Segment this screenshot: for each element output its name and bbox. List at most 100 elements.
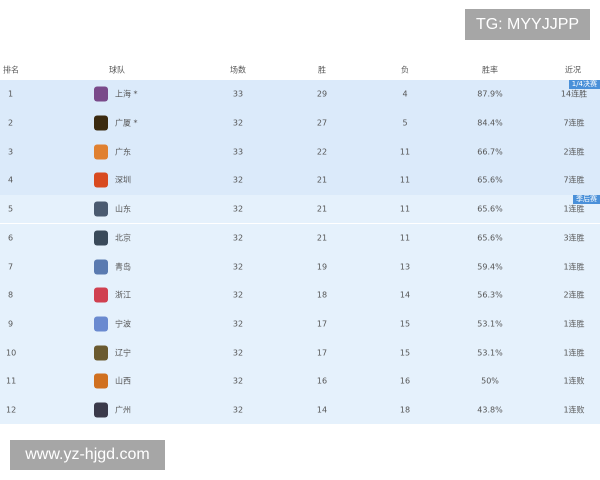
status-badge: 季后赛 [573,194,600,204]
win-pct: 53.1% [477,348,503,358]
streak: 7连胜 [563,175,585,185]
team-name[interactable]: 浙江 [115,290,131,300]
team-name[interactable]: 上海 * [115,89,138,99]
table-row[interactable]: 10 辽宁 32 17 15 53.1% 1连胜 [0,338,600,367]
games: 32 [232,348,244,358]
team-name[interactable]: 广东 [115,147,131,157]
wins: 16 [316,376,328,386]
wins: 21 [316,204,328,214]
table-row[interactable]: 3 广东 33 22 11 66.7% 2连胜 [0,137,600,167]
losses: 16 [399,376,411,386]
streak: 7连胜 [563,118,585,128]
losses: 13 [399,262,411,272]
rank: 7 [8,262,14,272]
streak: 1连胜 [563,348,585,358]
wins: 29 [316,89,328,99]
header-streak: 近况 [565,65,581,75]
watermark-bottom: www.yz-hjgd.com [10,440,165,470]
table-row[interactable]: 5 山东 32 21 11 65.6% 1连胜 季后赛 [0,194,600,224]
team-logo-icon [94,345,108,361]
wins: 14 [316,405,328,415]
win-pct: 66.7% [477,147,503,157]
team-logo-icon [94,172,108,188]
losses: 5 [402,118,408,128]
games: 33 [232,147,244,157]
wins: 22 [316,147,328,157]
team-logo-icon [94,230,108,246]
losses: 14 [399,290,411,300]
team-name[interactable]: 山东 [115,204,131,214]
games: 32 [232,319,244,329]
losses: 11 [399,175,411,185]
status-badge: 1/4决赛 [568,80,600,89]
header-team: 球队 [109,65,125,75]
team-name[interactable]: 广厦 * [115,118,138,128]
losses: 11 [399,233,411,243]
table-row[interactable]: 8 浙江 32 18 14 56.3% 2连胜 [0,280,600,310]
games: 32 [232,175,244,185]
team-name[interactable]: 辽宁 [115,348,131,358]
games: 32 [232,262,244,272]
rank: 8 [8,290,14,300]
team-name[interactable]: 深圳 [115,175,131,185]
rank: 10 [6,348,17,358]
wins: 19 [316,262,328,272]
rank: 3 [8,147,14,157]
losses: 15 [399,348,411,358]
team-name[interactable]: 山西 [115,376,131,386]
streak: 2连胜 [563,147,585,157]
losses: 18 [399,405,411,415]
win-pct: 87.9% [477,89,503,99]
win-pct: 65.6% [477,204,503,214]
wins: 21 [316,175,328,185]
team-name[interactable]: 北京 [115,233,131,243]
table-row[interactable]: 7 青岛 32 19 13 59.4% 1连胜 [0,252,600,281]
losses: 4 [402,89,408,99]
streak: 1连胜 [563,204,585,214]
team-name[interactable]: 宁波 [115,319,131,329]
header-wins: 胜 [318,65,326,75]
table-row[interactable]: 9 宁波 32 17 15 53.1% 1连胜 [0,309,600,339]
streak: 1连败 [563,405,585,415]
team-logo-icon [94,201,108,217]
watermark-top: TG: MYYJJPP [465,9,590,40]
table-row[interactable]: 6 北京 32 21 11 65.6% 3连胜 [0,223,600,253]
table-row[interactable]: 11 山西 32 16 16 50% 1连败 [0,367,600,396]
rank: 9 [8,319,14,329]
losses: 11 [399,204,411,214]
win-pct: 59.4% [477,262,503,272]
streak: 3连胜 [563,233,585,243]
table-row[interactable]: 12 广州 32 14 18 43.8% 1连败 [0,395,600,425]
table-row[interactable]: 4 深圳 32 21 11 65.6% 7连胜 [0,166,600,195]
win-pct: 65.6% [477,233,503,243]
team-logo-icon [94,316,108,332]
team-logo-icon [94,144,108,160]
rank: 6 [8,233,14,243]
team-logo-icon [94,115,108,131]
games: 32 [232,118,244,128]
team-logo-icon [94,259,108,275]
games: 32 [232,376,244,386]
rank: 1 [8,89,14,99]
games: 32 [232,233,244,243]
win-pct: 50% [481,376,499,386]
streak: 1连胜 [563,319,585,329]
wins: 27 [316,118,328,128]
team-name[interactable]: 青岛 [115,262,131,272]
table-row[interactable]: 1 上海 * 33 29 4 87.9% 14连胜 1/4决赛 [0,80,600,109]
table-row[interactable]: 2 广厦 * 32 27 5 84.4% 7连胜 [0,108,600,138]
streak: 14连胜 [560,89,588,99]
wins: 17 [316,348,328,358]
rank: 2 [8,118,14,128]
team-logo-icon [94,402,108,418]
rank: 5 [8,204,14,214]
streak: 2连胜 [563,290,585,300]
header-pct: 胜率 [482,65,498,75]
games: 32 [232,405,244,415]
games: 33 [232,89,244,99]
win-pct: 65.6% [477,175,503,185]
header-rank: 排名 [3,65,19,75]
team-name[interactable]: 广州 [115,405,131,415]
table-header: 排名 球队 场数 胜 负 胜率 近况 [0,60,600,80]
team-logo-icon [94,373,108,389]
